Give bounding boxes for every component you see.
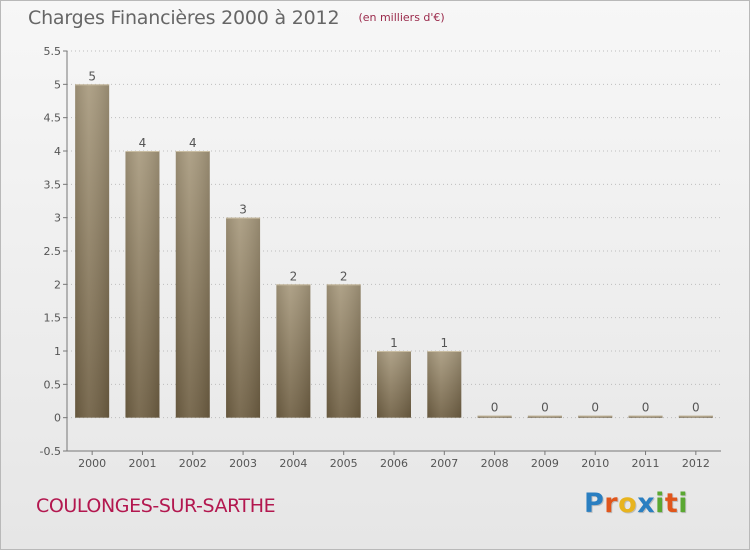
chart-title: Charges Financières 2000 à 2012: [28, 7, 340, 29]
bar-shade: [125, 151, 160, 418]
x-tick-label: 2005: [330, 457, 358, 470]
y-tick-label: 0: [54, 412, 61, 425]
logo-letter: i: [678, 488, 689, 519]
data-label: 1: [390, 336, 398, 350]
x-tick-label: 2007: [430, 457, 458, 470]
x-tick-label: 2009: [531, 457, 559, 470]
y-tick-label: 4: [54, 145, 61, 158]
data-label: 3: [239, 203, 247, 217]
commune-name: COULONGES-SUR-SARTHE: [36, 495, 276, 517]
data-label: 1: [440, 336, 448, 350]
data-label: 4: [189, 136, 197, 150]
x-tick-label: 2000: [78, 457, 106, 470]
logo-letter: x: [637, 488, 656, 519]
logo-letter: P: [584, 488, 605, 519]
y-tick-label: 3.5: [44, 178, 62, 191]
x-tick-label: 2008: [481, 457, 509, 470]
y-tick-label: 2: [54, 278, 61, 291]
logo-letter: r: [604, 488, 619, 519]
x-tick-label: 2004: [279, 457, 307, 470]
x-tick-label: 2001: [128, 457, 156, 470]
data-label: 0: [541, 401, 549, 415]
x-tick-label: 2012: [682, 457, 710, 470]
data-label: 4: [139, 136, 147, 150]
x-tick-label: 2003: [229, 457, 257, 470]
bar-shade: [226, 217, 261, 418]
bar-shade: [326, 284, 361, 418]
logo-letter: t: [664, 488, 679, 519]
bar-shade: [75, 84, 110, 418]
x-tick-label: 2006: [380, 457, 408, 470]
y-tick-label: 4.5: [44, 112, 62, 125]
data-label: 0: [591, 401, 599, 415]
logo-letter: o: [618, 488, 638, 519]
x-tick-label: 2002: [179, 457, 207, 470]
data-label: 0: [692, 401, 700, 415]
y-tick-label: 3: [54, 212, 61, 225]
y-tick-label: 0.5: [44, 378, 62, 391]
chart-unit: (en milliers d'€): [358, 11, 445, 24]
logo-letter: i: [655, 488, 665, 519]
y-tick-label: 5: [54, 78, 61, 91]
bar-shade: [377, 351, 411, 418]
data-label: 0: [642, 401, 650, 415]
x-tick-label: 2010: [581, 457, 609, 470]
data-label: 5: [88, 69, 96, 83]
bar-shade: [276, 284, 311, 418]
y-tick-label: 5.5: [44, 45, 62, 58]
chart-header: Charges Financières 2000 à 2012 (en mill…: [28, 7, 445, 29]
y-tick-label: -0.5: [40, 445, 61, 458]
data-label: 0: [491, 401, 499, 415]
y-tick-label: 1.5: [44, 312, 62, 325]
y-tick-label: 1: [54, 345, 61, 358]
bar-shade: [427, 351, 462, 418]
data-label: 2: [290, 269, 298, 283]
proxiti-logo: Proxiti: [584, 488, 688, 519]
y-tick-label: 2.5: [44, 245, 62, 258]
bar-shade: [175, 151, 210, 418]
data-label: 2: [340, 269, 348, 283]
x-tick-label: 2011: [632, 457, 660, 470]
